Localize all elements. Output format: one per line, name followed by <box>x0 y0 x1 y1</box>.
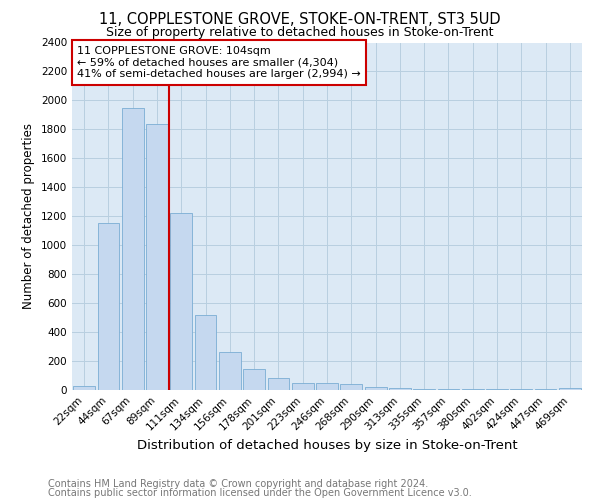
Text: 11 COPPLESTONE GROVE: 104sqm
← 59% of detached houses are smaller (4,304)
41% of: 11 COPPLESTONE GROVE: 104sqm ← 59% of de… <box>77 46 361 79</box>
Bar <box>292 383 314 390</box>
X-axis label: Distribution of detached houses by size in Stoke-on-Trent: Distribution of detached houses by size … <box>137 438 517 452</box>
Bar <box>413 388 435 390</box>
Bar <box>340 384 362 390</box>
Bar <box>559 388 581 390</box>
Bar <box>122 108 143 390</box>
Bar <box>73 386 95 390</box>
Bar <box>194 314 217 390</box>
Text: 11, COPPLESTONE GROVE, STOKE-ON-TRENT, ST3 5UD: 11, COPPLESTONE GROVE, STOKE-ON-TRENT, S… <box>99 12 501 28</box>
Bar <box>389 388 411 390</box>
Bar <box>316 383 338 390</box>
Text: Contains HM Land Registry data © Crown copyright and database right 2024.: Contains HM Land Registry data © Crown c… <box>48 479 428 489</box>
Text: Contains public sector information licensed under the Open Government Licence v3: Contains public sector information licen… <box>48 488 472 498</box>
Bar <box>243 369 265 390</box>
Bar <box>486 388 508 390</box>
Y-axis label: Number of detached properties: Number of detached properties <box>22 123 35 309</box>
Bar <box>97 224 119 390</box>
Bar <box>268 378 289 390</box>
Bar <box>170 214 192 390</box>
Bar <box>146 124 168 390</box>
Text: Size of property relative to detached houses in Stoke-on-Trent: Size of property relative to detached ho… <box>106 26 494 39</box>
Bar <box>365 387 386 390</box>
Bar <box>219 352 241 390</box>
